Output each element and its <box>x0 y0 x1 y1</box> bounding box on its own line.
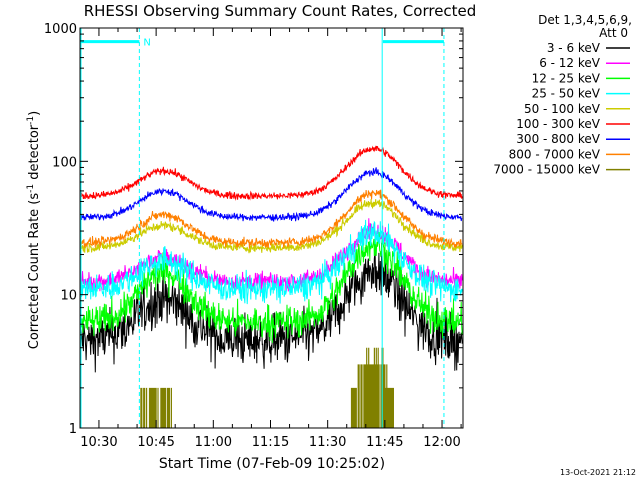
legend-label: 7000 - 15000 keV <box>493 163 600 177</box>
y-axis-label: Corrected Count Rate (s-1 detector-1) <box>26 111 42 349</box>
plot-layer: N <box>80 28 463 428</box>
legend-header-line2: Att 0 <box>599 26 628 40</box>
y-tick-label: 10 <box>60 289 77 304</box>
y-tick-label: 100 <box>52 155 77 170</box>
legend-label: 300 - 800 keV <box>516 132 600 146</box>
series-50-100-kev <box>80 198 463 254</box>
series-100-300-kev <box>80 145 463 201</box>
legend-label: 800 - 7000 keV <box>509 147 601 161</box>
axes-layer: 1 10 100 1000 10:30 10:45 11:00 11:15 11:30 11:45… <box>44 22 464 450</box>
x-axis-label: Start Time (07-Feb-09 10:25:02) <box>159 456 385 472</box>
y-axis-label-main: Corrected Count Rate (s <box>27 193 42 350</box>
x-tick-label: 11:45 <box>366 435 403 450</box>
chart-title: RHESSI Observing Summary Count Rates, Co… <box>84 2 477 20</box>
plot-frame <box>79 27 464 429</box>
legend-label: 3 - 6 keV <box>547 41 601 55</box>
series-7000-15000-kev <box>140 347 394 428</box>
legend-label: 100 - 300 keV <box>516 117 600 131</box>
legend-label: 50 - 100 keV <box>524 102 601 116</box>
x-tick-label: 11:00 <box>195 435 232 450</box>
saa-label: N <box>143 38 150 49</box>
x-tick-label: 11:30 <box>309 435 346 450</box>
y-axis-label-mid: detector <box>27 124 42 184</box>
footer-timestamp: 13-Oct-2021 21:12 <box>560 468 636 477</box>
y-axis-label-sup1: -1 <box>26 184 36 193</box>
y-axis-label-sup2: -1 <box>26 116 36 125</box>
x-tick-label: 10:30 <box>80 435 117 450</box>
series-25-50-kev <box>80 219 463 305</box>
y-axis-label-end: ) <box>27 111 42 116</box>
legend-label: 25 - 50 keV <box>532 87 601 101</box>
legend-label: 12 - 25 keV <box>532 71 601 85</box>
series-3-6-kev <box>80 242 463 373</box>
legend-header-line1: Det 1,3,4,5,6,9, <box>538 13 632 27</box>
series-300-800-kev <box>80 167 463 222</box>
series-800-7000-kev <box>80 189 463 249</box>
y-tick-label: 1 <box>69 422 77 437</box>
x-tick-label: 10:45 <box>137 435 174 450</box>
x-tick-label: 11:15 <box>252 435 289 450</box>
x-tick-label: 12:00 <box>423 435 460 450</box>
legend-label: 6 - 12 keV <box>539 56 601 70</box>
y-tick-label: 1000 <box>44 22 77 37</box>
